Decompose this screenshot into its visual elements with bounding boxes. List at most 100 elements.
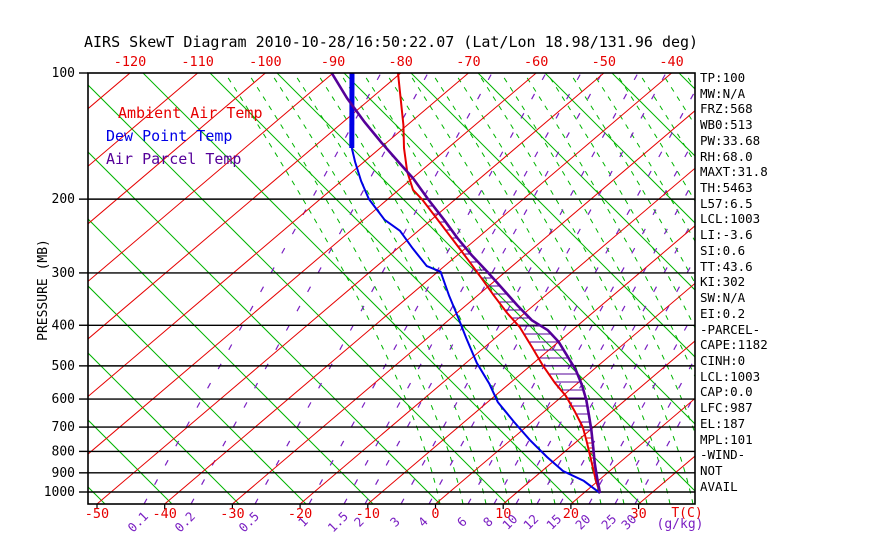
pressure-tick-label: 300 — [52, 266, 75, 281]
stat-line-6: MAXT:31.8 — [700, 164, 768, 180]
isotherm-line — [164, 73, 672, 504]
stat-line-5: RH:68.0 — [700, 148, 753, 164]
isotherm-line — [88, 73, 537, 455]
stat-line-9: LCL:1003 — [700, 211, 761, 227]
mixing-ratio-tick-label: 8 — [480, 514, 496, 530]
dry-adiabat-line — [88, 352, 240, 504]
legend-item-0: Ambient Air Temp — [118, 104, 263, 122]
top-temp-tick-label: -100 — [249, 54, 282, 70]
dry-adiabat-line — [88, 486, 106, 504]
top-temp-tick-label: -120 — [114, 54, 147, 70]
top-temp-tick-label: -60 — [524, 54, 548, 70]
mixing-ratio-line — [515, 177, 695, 504]
isotherm-line — [88, 73, 266, 225]
top-temp-tick-label: -40 — [659, 54, 683, 70]
dewpoint-curve — [350, 147, 601, 494]
stat-line-1: MW:N/A — [700, 85, 746, 101]
pressure-axis-label: PRESSURE (MB) — [36, 239, 51, 341]
dry-adiabat-line — [88, 84, 508, 504]
bottom-temp-tick-label: -40 — [153, 506, 177, 522]
stat-line-11: SI:0.6 — [700, 242, 746, 258]
pressure-tick-label: 100 — [52, 66, 75, 81]
bottom-temp-tick-label: -50 — [85, 506, 109, 522]
dry-adiabat-line — [276, 73, 695, 492]
stat-line-16: -PARCEL- — [700, 321, 761, 337]
isotherm-line — [435, 282, 695, 504]
isotherm-line — [88, 73, 469, 398]
mixing-ratio-line — [190, 73, 429, 504]
dry-adiabat-line — [410, 73, 695, 358]
dry-adiabat-line — [88, 151, 441, 504]
parcel-temp-curve — [330, 73, 602, 494]
cape-hatching — [428, 205, 597, 479]
chart-title: AIRS SkewT Diagram 2010-10-28/16:50:22.0… — [84, 33, 699, 51]
mixing-ratio-line — [254, 73, 493, 504]
stat-line-7: TH:5463 — [700, 180, 753, 196]
isotherm-line — [232, 110, 695, 504]
isotherm-line — [502, 340, 695, 504]
mixing-ratio-line — [400, 73, 639, 504]
mixing-ratio-tick-label: 4 — [415, 514, 431, 530]
mixing-ratio-unit-label: (g/kg) — [657, 517, 704, 532]
mixing-ratio-line — [559, 257, 695, 504]
isotherm-line — [570, 397, 695, 504]
stat-line-10: LI:-3.6 — [700, 227, 753, 243]
stat-line-17: CAPE:1182 — [700, 337, 768, 353]
isotherm-line — [96, 73, 605, 504]
mixing-ratio-tick-label: 3 — [387, 514, 403, 530]
stat-line-25: NOT — [700, 462, 723, 478]
top-temp-tick-label: -90 — [321, 54, 345, 70]
isotherm-line — [88, 73, 334, 283]
stat-line-8: L57:6.5 — [700, 195, 753, 211]
dry-adiabat-line — [88, 218, 374, 504]
ambient-temp-curve — [397, 73, 601, 494]
stat-line-18: CINH:0 — [700, 352, 746, 368]
stat-line-20: CAP:0.0 — [700, 384, 753, 400]
dry-adiabat-line — [477, 73, 695, 291]
moist-adiabat-line — [316, 73, 533, 504]
stat-line-24: -WIND- — [700, 447, 746, 463]
mixing-ratio-tick-label: 0.1 — [125, 509, 152, 536]
isotherm-line — [367, 225, 695, 504]
moist-adiabat-line — [293, 73, 510, 504]
pressure-tick-label: 200 — [52, 192, 75, 207]
stat-line-23: MPL:101 — [700, 431, 753, 447]
legend-item-2: Air Parcel Temp — [106, 150, 242, 168]
stats-panel: TP:100 MW:N/A FRZ:568 WB0:513 PW:33.68 RH:68.… — [700, 70, 768, 494]
top-temp-tick-label: -110 — [181, 54, 214, 70]
mixing-ratio-tick-label: 25 — [598, 511, 619, 532]
bottom-temp-tick-label: -30 — [220, 506, 244, 522]
isotherm-line — [299, 167, 695, 504]
legend-item-1: Dew Point Temp — [106, 127, 233, 145]
dry-adiabat-line — [544, 73, 695, 224]
bottom-temp-tick-label: 10 — [495, 506, 511, 522]
pressure-tick-label: 500 — [52, 359, 75, 374]
stat-line-0: TP:100 — [700, 70, 746, 85]
pressure-tick-label: 600 — [52, 392, 75, 407]
pressure-tick-label: 400 — [52, 318, 75, 333]
stat-line-22: EL:187 — [700, 415, 746, 431]
mixing-ratio-line — [308, 73, 547, 504]
moist-adiabat-line — [454, 73, 671, 504]
top-temp-tick-label: -70 — [456, 54, 480, 70]
stat-line-19: LCL:1003 — [700, 368, 761, 384]
mixing-ratio-tick-label: 1.5 — [325, 509, 352, 536]
mixing-ratio-line — [493, 137, 695, 504]
mixing-ratio-line — [536, 215, 695, 504]
moist-adiabat-line — [431, 73, 648, 504]
mixing-ratio-line — [364, 73, 603, 504]
dry-adiabat-line — [209, 73, 642, 504]
stat-line-4: PW:33.68 — [700, 132, 761, 148]
mixing-ratio-tick-label: 6 — [454, 514, 470, 530]
mixing-ratio-line — [143, 73, 382, 504]
pressure-tick-label: 1000 — [44, 485, 75, 500]
plot-frame — [87, 72, 696, 505]
isotherm-line — [88, 73, 402, 340]
mixing-ratio-tick-label: 12 — [520, 511, 541, 532]
stat-line-14: SW:N/A — [700, 290, 746, 306]
stat-line-3: WB0:513 — [700, 117, 753, 133]
mixing-ratio-line — [428, 73, 667, 504]
mixing-ratio-tick-label: 15 — [543, 511, 564, 532]
stat-line-26: AVAIL — [700, 478, 738, 494]
bottom-temp-tick-label: 20 — [563, 506, 579, 522]
